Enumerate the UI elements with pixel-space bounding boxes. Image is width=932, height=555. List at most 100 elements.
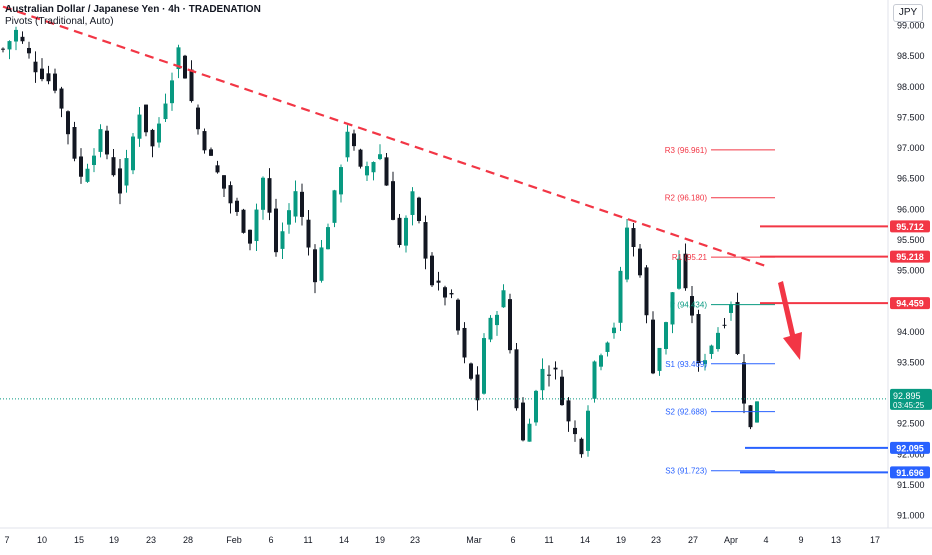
price-axis-tick: 94.000 xyxy=(897,327,925,337)
candle-body xyxy=(501,290,506,308)
candle-body xyxy=(709,345,714,354)
candle-body xyxy=(267,178,272,213)
candle-body xyxy=(163,103,168,120)
candle-body xyxy=(287,210,291,225)
candle-body xyxy=(508,299,512,351)
candle-body xyxy=(469,363,473,379)
candle-body xyxy=(176,47,181,70)
candle-body xyxy=(111,157,116,176)
candle-body xyxy=(527,423,532,442)
pivot-label-s1: S1 (93.469) xyxy=(665,360,707,369)
candle-body xyxy=(592,361,597,399)
candle-body xyxy=(235,200,239,212)
candle-body xyxy=(228,185,233,204)
candle-body xyxy=(547,374,551,376)
candle-body xyxy=(46,73,51,82)
time-axis-tick: 6 xyxy=(268,535,273,545)
candle-body xyxy=(1,48,5,50)
candle-body xyxy=(651,319,655,374)
candle-body xyxy=(170,80,174,104)
level-badge-label: 94.459 xyxy=(896,299,924,309)
current-price-badge xyxy=(890,388,932,410)
time-axis-tick: 19 xyxy=(616,535,626,545)
candle-body xyxy=(618,270,623,323)
candle-body xyxy=(378,154,382,160)
level-badge-label: 91.696 xyxy=(896,468,924,478)
candle-body xyxy=(644,267,649,316)
time-axis-tick: 11 xyxy=(303,535,312,545)
pivot-label-s3: S3 (91.723) xyxy=(665,467,707,476)
level-badge-label: 92.095 xyxy=(896,443,924,453)
candle-body xyxy=(696,314,701,364)
time-axis-tick: 23 xyxy=(410,535,420,545)
candle-body xyxy=(215,165,220,173)
candle-body xyxy=(664,322,668,349)
candle-body xyxy=(254,209,259,242)
candle-body xyxy=(482,338,486,394)
candle-body xyxy=(391,181,395,220)
price-axis-tick: 97.000 xyxy=(897,143,925,153)
candle-body xyxy=(27,47,31,54)
candle-body xyxy=(560,376,564,406)
pivot-label-r1: R1 (95.21 xyxy=(672,253,708,262)
candle-body xyxy=(521,402,525,441)
price-axis-tick: 91.000 xyxy=(897,511,925,521)
candle-body xyxy=(397,217,402,246)
price-axis-tick: 96.500 xyxy=(897,174,925,184)
candle-body xyxy=(300,191,304,217)
candle-body xyxy=(118,168,122,194)
currency-badge[interactable]: JPY xyxy=(893,4,923,22)
candle-body xyxy=(53,73,57,91)
candle-body xyxy=(690,296,694,316)
time-axis-tick: 27 xyxy=(688,535,698,545)
candle-body xyxy=(326,227,330,250)
candle-body xyxy=(735,302,740,354)
candle-body xyxy=(280,231,285,249)
pivot-label-p: P (94.434) xyxy=(670,301,708,310)
candle-body xyxy=(261,177,265,210)
candle-body xyxy=(144,104,148,133)
candle-body xyxy=(14,29,18,42)
time-axis-tick: Feb xyxy=(226,535,242,545)
candle-body xyxy=(79,156,83,177)
candle-body xyxy=(196,107,200,130)
candle-body xyxy=(410,191,415,215)
candle-body xyxy=(716,332,720,350)
candle-body xyxy=(352,133,356,147)
level-badge xyxy=(890,466,930,479)
candle-body xyxy=(566,400,571,422)
candle-body xyxy=(209,149,213,156)
time-axis-tick: 13 xyxy=(831,535,841,545)
candle-body xyxy=(124,158,129,186)
price-axis-tick: 96.000 xyxy=(897,204,925,214)
candle-body xyxy=(404,217,408,246)
time-axis-tick: 9 xyxy=(798,535,803,545)
candle-body xyxy=(540,368,545,391)
price-axis-tick: 99.000 xyxy=(897,21,925,31)
pivot-label-r3: R3 (96.961) xyxy=(665,146,708,155)
candle-body xyxy=(599,355,603,367)
time-axis-tick: 28 xyxy=(183,535,193,545)
candle-body xyxy=(605,342,610,352)
candle-body xyxy=(573,427,577,435)
candle-countdown: 03:45:25 xyxy=(893,401,925,410)
time-axis-tick: Mar xyxy=(466,535,482,545)
candle-body xyxy=(345,131,350,158)
candle-body xyxy=(332,190,337,223)
candle-body xyxy=(683,253,688,289)
candle-body xyxy=(150,129,155,147)
level-badge xyxy=(890,441,930,454)
candle-body xyxy=(462,327,467,358)
candle-body xyxy=(488,317,493,340)
candle-body xyxy=(625,227,629,280)
candle-body xyxy=(202,131,207,151)
candle-body xyxy=(137,114,142,139)
candle-body xyxy=(274,208,278,253)
time-axis-tick: 19 xyxy=(375,535,385,545)
time-axis-tick: 23 xyxy=(146,535,156,545)
candle-body xyxy=(638,248,642,276)
time-axis-tick: 15 xyxy=(74,535,84,545)
time-axis-tick: 19 xyxy=(109,535,119,545)
